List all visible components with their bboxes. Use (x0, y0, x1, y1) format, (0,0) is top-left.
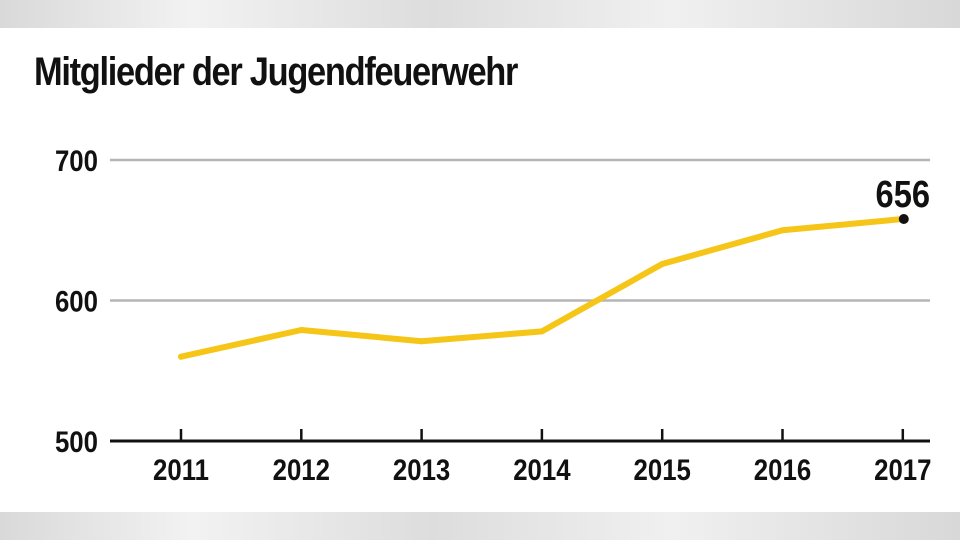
series-layer (178, 216, 906, 360)
x-tick-label-2011: 2011 (153, 453, 209, 486)
series-line (178, 216, 906, 360)
x-tick-label-2017: 2017 (874, 453, 931, 486)
data-point-2012 (298, 327, 305, 334)
data-point-2013 (418, 338, 425, 345)
y-axis-tick-labels: 500 600 700 (55, 144, 98, 458)
x-tick-label-2015: 2015 (634, 453, 691, 486)
data-point-2014 (538, 328, 545, 335)
blurred-background-bottom (0, 512, 960, 540)
end-point-marker (898, 214, 909, 225)
x-axis-tick-labels: 2011 2012 2013 2014 2015 2016 2017 (153, 453, 931, 486)
y-tick-label-600: 600 (55, 285, 98, 318)
annotations: 656 (876, 173, 931, 225)
grid-lines (110, 158, 930, 302)
y-tick-label-700: 700 (55, 144, 98, 177)
data-point-2015 (659, 260, 666, 267)
chart-title: Mitglieder der Jugendfeuerwehr (34, 50, 518, 94)
chart-card: Mitglieder der Jugendfeuerwehr (0, 28, 960, 512)
x-tick-label-2012: 2012 (273, 453, 330, 486)
y-tick-label-500: 500 (55, 425, 98, 458)
value-label-2017: 656 (876, 173, 931, 216)
blurred-background-top (0, 0, 960, 28)
x-tick-label-2014: 2014 (513, 453, 571, 486)
data-point-2011 (178, 353, 184, 360)
x-axis (110, 429, 930, 443)
x-tick-label-2016: 2016 (754, 453, 811, 486)
data-point-2016 (779, 227, 786, 234)
x-tick-label-2013: 2013 (393, 453, 450, 486)
